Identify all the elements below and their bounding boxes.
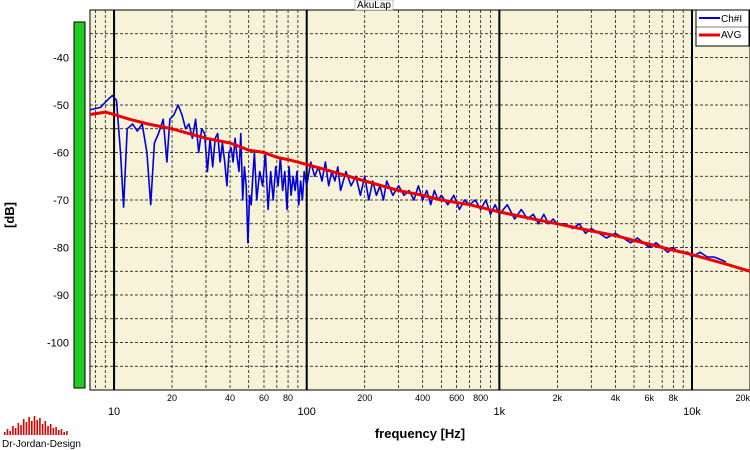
y-tick-label: -100 bbox=[47, 338, 69, 350]
x-tick-label: 6k bbox=[645, 393, 655, 403]
x-tick-label: 40 bbox=[225, 393, 235, 403]
y-tick-label: -60 bbox=[53, 148, 69, 160]
x-tick-label: 60 bbox=[259, 393, 269, 403]
legend-label-ch1: Ch#I bbox=[721, 14, 742, 25]
x-tick-label: 200 bbox=[357, 393, 372, 403]
x-tick-label: 80 bbox=[283, 393, 293, 403]
series-layer bbox=[89, 94, 750, 273]
logo-wave-bar bbox=[12, 426, 14, 435]
logo-wave-bar bbox=[63, 432, 65, 435]
x-tick-label: 8k bbox=[669, 393, 679, 403]
logo-wave-bar bbox=[60, 429, 63, 435]
logo-wave-bar bbox=[58, 430, 60, 435]
y-tick-label: -50 bbox=[53, 100, 69, 112]
logo-wave-bar bbox=[31, 421, 33, 435]
chart-title-box bbox=[354, 0, 394, 11]
logo-wave-bar bbox=[28, 417, 30, 435]
logo-wave-bar bbox=[9, 431, 11, 435]
legend-label-avg: AVG bbox=[721, 30, 742, 41]
logo-text: Dr-Jordan-Design bbox=[2, 439, 81, 450]
legend-box bbox=[695, 9, 750, 47]
logo-wave-bar bbox=[52, 428, 55, 435]
x-tick-labels: 10 100 1k 10k 20 40 60 80 200 400 600 800 2k 4k 6k 8k 20… bbox=[108, 393, 750, 418]
y-tick-label: -80 bbox=[53, 243, 69, 255]
logo-wave-bar bbox=[22, 419, 25, 435]
logo-wave-bar bbox=[25, 422, 28, 435]
logo-wave-bar bbox=[20, 425, 22, 435]
legend: Ch#I AVG bbox=[695, 9, 750, 47]
logo-wave-bar bbox=[41, 424, 44, 435]
logo-wave-bar bbox=[55, 427, 57, 435]
logo-wave-bar bbox=[17, 423, 20, 435]
y-axis-title: [dB] bbox=[2, 202, 17, 228]
x-tick-label: 600 bbox=[449, 393, 464, 403]
logo-wave-bar bbox=[36, 420, 38, 435]
x-tick-label: 2k bbox=[553, 393, 563, 403]
series-line-avg bbox=[89, 110, 750, 273]
x-tick-label: 1k bbox=[494, 406, 506, 418]
logo-wave-bar bbox=[33, 416, 36, 435]
x-tick-label: 100 bbox=[298, 406, 316, 418]
x-tick-label: 20k bbox=[735, 393, 750, 403]
x-tick-label: 10 bbox=[108, 406, 120, 418]
logo-wave-bar bbox=[66, 431, 68, 435]
y-tick-label: -40 bbox=[53, 53, 69, 65]
x-tick-label: 20 bbox=[167, 393, 177, 403]
logo: Dr-Jordan-Design bbox=[2, 416, 81, 450]
x-tick-label: 4k bbox=[611, 393, 621, 403]
x-tick-label: 400 bbox=[415, 393, 430, 403]
x-tick-label: 10k bbox=[683, 406, 701, 418]
x-tick-label: 800 bbox=[473, 393, 488, 403]
logo-wave-bar bbox=[14, 428, 17, 435]
logo-wave-bar bbox=[4, 432, 6, 435]
logo-wave-bar bbox=[6, 429, 9, 435]
y-tick-label: -90 bbox=[53, 290, 69, 302]
logo-wave-bar bbox=[44, 421, 47, 435]
level-meter-bar bbox=[73, 21, 86, 389]
logo-wave-bar bbox=[39, 418, 41, 435]
y-tick-labels: -40 -50 -60 -70 -80 -90 -100 bbox=[47, 53, 69, 350]
logo-wave-bar bbox=[49, 424, 52, 435]
logo-wave-bar bbox=[47, 426, 49, 435]
x-axis-title: frequency [Hz] bbox=[375, 426, 465, 441]
chart-title: AkuLap bbox=[357, 0, 391, 11]
logo-waveform bbox=[4, 416, 68, 435]
y-tick-label: -70 bbox=[53, 195, 69, 207]
